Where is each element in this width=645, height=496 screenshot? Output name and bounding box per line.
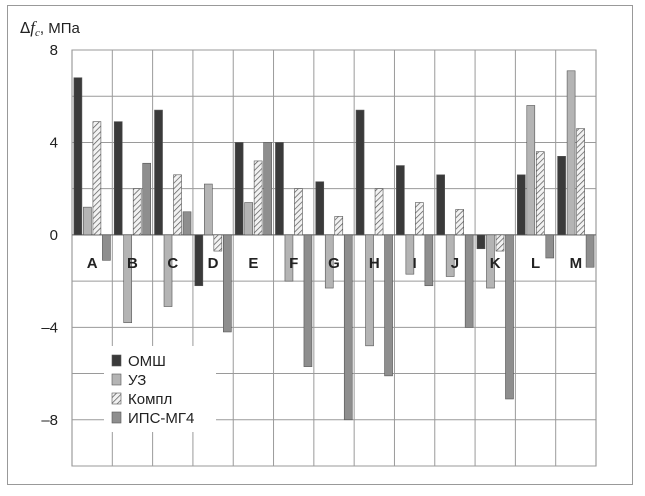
legend-swatch [111, 392, 122, 405]
bar-D-2 [204, 183, 213, 236]
bar-H-4 [384, 234, 393, 377]
bar-K-3 [495, 234, 505, 252]
bar-M-4 [585, 234, 595, 268]
bar-J-3 [455, 209, 464, 236]
legend-label: ОМШ [128, 353, 166, 370]
category-label: K [490, 255, 501, 272]
bar-B-1 [113, 121, 123, 236]
bar-E-2 [244, 202, 253, 236]
y-axis-label-prefix: Δ [20, 19, 31, 37]
bar-F-1 [275, 142, 284, 236]
bar-C-1 [154, 109, 163, 236]
bar-J-1 [436, 174, 445, 236]
chart-frame [7, 5, 633, 485]
bar-E-4 [263, 142, 272, 236]
bar-C-3 [173, 174, 182, 236]
category-label: I [413, 255, 417, 272]
bar-M-1 [557, 156, 566, 236]
bar-A-2 [83, 206, 92, 236]
bar-K-1 [476, 234, 486, 250]
category-label: F [289, 255, 298, 272]
legend-box [104, 346, 216, 432]
y-axis-label: Δfc, МПа [20, 18, 80, 39]
bar-E-1 [234, 142, 244, 236]
category-label: E [248, 255, 258, 272]
bar-L-1 [516, 174, 526, 236]
y-tick-label: 8 [50, 42, 58, 59]
bar-K-4 [505, 234, 514, 400]
legend-swatch [111, 411, 122, 424]
bar-D-1 [194, 234, 204, 287]
y-axis-label-subscript: c [35, 27, 40, 39]
category-label: L [531, 255, 540, 272]
bar-D-3 [213, 234, 223, 252]
legend-swatch [111, 373, 122, 386]
bar-I-1 [396, 165, 405, 236]
bar-F-4 [303, 234, 313, 367]
bar-F-3 [294, 188, 303, 236]
bar-J-4 [464, 234, 474, 328]
bar-K-2 [486, 234, 495, 289]
bar-B-3 [132, 188, 142, 236]
bar-M-3 [576, 128, 585, 236]
bar-L-4 [545, 234, 555, 259]
bar-A-1 [73, 77, 83, 236]
bar-H-1 [355, 109, 365, 236]
bar-H-3 [374, 188, 384, 236]
bar-I-4 [424, 234, 434, 287]
y-tick-label: 0 [50, 227, 58, 244]
bar-G-4 [343, 234, 353, 421]
bar-E-3 [253, 160, 263, 236]
legend-swatch [111, 354, 122, 367]
bar-C-2 [163, 234, 173, 307]
legend-label: УЗ [128, 372, 146, 389]
bar-I-2 [405, 234, 415, 275]
bar-H-2 [365, 234, 374, 347]
bar-A-3 [92, 121, 102, 236]
y-tick-label: –4 [41, 319, 58, 336]
bar-A-4 [102, 234, 111, 261]
bar-B-4 [142, 162, 152, 236]
category-label: M [570, 255, 583, 272]
bar-L-2 [526, 105, 536, 236]
category-label: C [167, 255, 178, 272]
category-label: G [328, 255, 340, 272]
category-label: H [369, 255, 380, 272]
y-axis-label-unit: , МПа [39, 20, 80, 37]
bar-G-2 [324, 234, 334, 289]
category-label: A [87, 255, 98, 272]
bar-D-4 [223, 234, 232, 333]
y-tick-label: –8 [41, 412, 58, 429]
y-tick-label: 4 [50, 134, 58, 151]
bar-G-3 [334, 216, 344, 236]
bar-L-3 [535, 151, 545, 236]
bar-G-1 [315, 181, 325, 236]
category-label: B [127, 255, 138, 272]
legend-label: Компл [128, 391, 172, 408]
category-label: D [208, 255, 219, 272]
bar-C-4 [182, 211, 192, 236]
category-label: J [451, 255, 459, 272]
bar-F-2 [284, 234, 294, 282]
bar-J-2 [445, 234, 455, 277]
bar-M-2 [566, 70, 576, 236]
y-axis-label-symbol: f [30, 18, 35, 37]
bar-I-3 [415, 202, 424, 236]
legend-label: ИПС-МГ4 [128, 410, 194, 427]
bar-B-2 [123, 234, 133, 324]
